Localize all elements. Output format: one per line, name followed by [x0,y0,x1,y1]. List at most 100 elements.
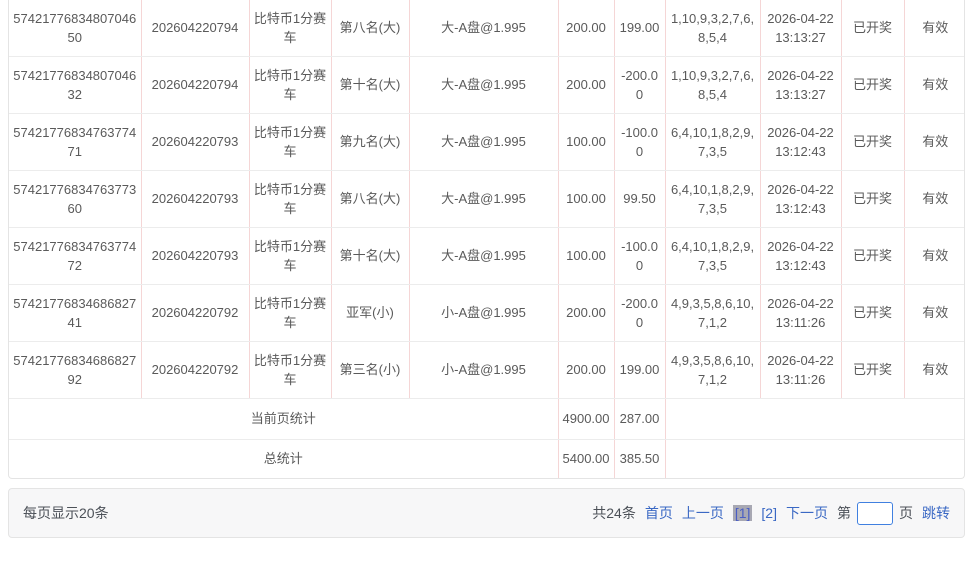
next-page-link[interactable]: 下一页 [786,505,828,521]
order-id-cell: 5742177683468682741 [9,284,142,342]
time-cell: 2026-04-22 13:11:26 [760,284,842,342]
total-count-label: 共24条 [592,505,636,521]
profit-cell: -100.00 [614,227,666,285]
valid-cell: 有效 [904,0,964,57]
game-cell: 比特币1分赛车 [249,113,332,171]
odds-cell: 小-A盘@1.995 [409,341,559,399]
valid-cell: 有效 [904,113,964,171]
summary-amount: 4900.00 [558,398,615,440]
summary-amount: 5400.00 [558,439,615,478]
result-numbers-cell: 6,4,10,1,8,2,9,7,3,5 [665,113,761,171]
first-page-link[interactable]: 首页 [644,505,673,521]
table-row: 5742177683468682741 202604220792 比特币1分赛车… [9,284,964,342]
valid-cell: 有效 [904,227,964,285]
period-cell: 202604220794 [141,56,250,114]
page-1-current[interactable]: [1] [732,505,753,521]
profit-cell: 99.50 [614,170,666,228]
bet-type-cell: 第十名(大) [331,56,410,114]
jump-prefix-label: 第 [837,505,851,521]
amount-cell: 200.00 [558,341,615,399]
order-id-cell: 5742177683480704650 [9,0,142,57]
odds-cell: 大-A盘@1.995 [409,113,559,171]
table-row: 5742177683480704650 202604220794 比特币1分赛车… [9,0,964,57]
table-row: 5742177683480704632 202604220794 比特币1分赛车… [9,56,964,114]
page-jump-input[interactable] [857,501,893,525]
profit-cell: -200.00 [614,284,666,342]
status-cell: 已开奖 [841,56,905,114]
game-cell: 比特币1分赛车 [249,227,332,285]
table-row: 5742177683468682792 202604220792 比特币1分赛车… [9,341,964,399]
bet-type-cell: 第八名(大) [331,0,410,57]
status-cell: 已开奖 [841,170,905,228]
profit-cell: 199.00 [614,341,666,399]
period-cell: 202604220792 [141,284,250,342]
order-id-cell: 5742177683476377360 [9,170,142,228]
result-numbers-cell: 6,4,10,1,8,2,9,7,3,5 [665,227,761,285]
status-cell: 已开奖 [841,113,905,171]
table-row: 5742177683476377471 202604220793 比特币1分赛车… [9,113,964,171]
odds-cell: 大-A盘@1.995 [409,56,559,114]
bet-records-table-container: 5742177683480704650 202604220794 比特币1分赛车… [8,0,965,479]
page-2-link[interactable]: [2] [761,505,777,521]
result-numbers-cell: 1,10,9,3,2,7,6,8,5,4 [665,0,761,57]
summary-empty-cell [665,398,964,440]
order-id-cell: 5742177683480704632 [9,56,142,114]
result-numbers-cell: 4,9,3,5,8,6,10,7,1,2 [665,284,761,342]
time-cell: 2026-04-22 13:13:27 [760,56,842,114]
summary-label: 总统计 [9,439,559,478]
jump-suffix-label: 页 [899,505,913,521]
game-cell: 比特币1分赛车 [249,0,332,57]
period-cell: 202604220793 [141,170,250,228]
period-cell: 202604220792 [141,341,250,399]
profit-cell: 199.00 [614,0,666,57]
bet-type-cell: 第九名(大) [331,113,410,171]
amount-cell: 100.00 [558,113,615,171]
status-cell: 已开奖 [841,341,905,399]
time-cell: 2026-04-22 13:12:43 [760,113,842,171]
valid-cell: 有效 [904,170,964,228]
odds-cell: 大-A盘@1.995 [409,227,559,285]
pagination-controls: 共24条 首页 上一页 [1] [2] 下一页 第 页 跳转 [592,501,950,525]
summary-label: 当前页统计 [9,398,559,440]
game-cell: 比特币1分赛车 [249,341,332,399]
status-cell: 已开奖 [841,0,905,57]
table-row: 5742177683476377472 202604220793 比特币1分赛车… [9,227,964,285]
per-page-label: 每页显示20条 [23,505,109,521]
amount-cell: 100.00 [558,170,615,228]
jump-button[interactable]: 跳转 [922,505,950,521]
table-row: 5742177683476377360 202604220793 比特币1分赛车… [9,170,964,228]
valid-cell: 有效 [904,284,964,342]
amount-cell: 200.00 [558,56,615,114]
order-id-cell: 5742177683468682792 [9,341,142,399]
odds-cell: 大-A盘@1.995 [409,0,559,57]
summary-empty-cell [665,439,964,478]
profit-cell: -200.00 [614,56,666,114]
result-numbers-cell: 1,10,9,3,2,7,6,8,5,4 [665,56,761,114]
bet-records-table: 5742177683480704650 202604220794 比特币1分赛车… [9,0,964,478]
amount-cell: 200.00 [558,284,615,342]
period-cell: 202604220793 [141,113,250,171]
summary-row-total: 总统计 5400.00 385.50 [9,439,964,478]
bet-type-cell: 第八名(大) [331,170,410,228]
bet-type-cell: 亚军(小) [331,284,410,342]
amount-cell: 200.00 [558,0,615,57]
amount-cell: 100.00 [558,227,615,285]
prev-page-link[interactable]: 上一页 [681,505,724,521]
summary-row-current-page: 当前页统计 4900.00 287.00 [9,398,964,440]
page-jump-group: 第 页 [837,501,913,525]
valid-cell: 有效 [904,56,964,114]
order-id-cell: 5742177683476377472 [9,227,142,285]
summary-profit: 287.00 [614,398,666,440]
profit-cell: -100.00 [614,113,666,171]
time-cell: 2026-04-22 13:11:26 [760,341,842,399]
period-cell: 202604220793 [141,227,250,285]
order-id-cell: 5742177683476377471 [9,113,142,171]
result-numbers-cell: 4,9,3,5,8,6,10,7,1,2 [665,341,761,399]
odds-cell: 大-A盘@1.995 [409,170,559,228]
game-cell: 比特币1分赛车 [249,56,332,114]
period-cell: 202604220794 [141,0,250,57]
time-cell: 2026-04-22 13:12:43 [760,227,842,285]
game-cell: 比特币1分赛车 [249,170,332,228]
time-cell: 2026-04-22 13:12:43 [760,170,842,228]
status-cell: 已开奖 [841,227,905,285]
